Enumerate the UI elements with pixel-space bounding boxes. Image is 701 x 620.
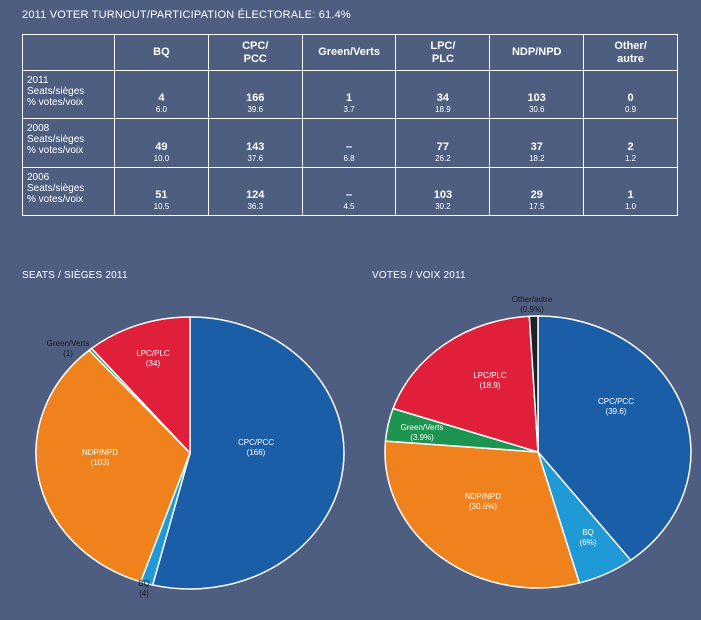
seats-value: 0 — [627, 92, 634, 105]
page-title: 2011 VOTER TURNOUT/PARTICIPATION ÉLECTOR… — [22, 9, 351, 21]
slice-value-lpc: (18.9) — [480, 381, 501, 390]
votes-value: 26.2 — [435, 153, 451, 163]
pie-slice-lpc — [392, 315, 539, 454]
cell-other: 0 0.9 — [583, 69, 678, 120]
seats-value: 143 — [246, 140, 265, 153]
cell-green: –6.8 — [301, 118, 397, 168]
seats-value: 103 — [433, 189, 453, 201]
seats-value: 2 — [627, 140, 634, 153]
votes-value: 4.5 — [343, 202, 355, 211]
slice-label-ndp: NDP/NPD — [465, 492, 501, 501]
cell-cpc: 166 39.6 — [207, 69, 303, 120]
votes-value: 10.5 — [153, 202, 170, 211]
cell-ndp: 103 30.6 — [489, 69, 585, 120]
pie-slice-cpc — [537, 315, 692, 562]
votes-value: 6.8 — [343, 153, 355, 163]
cell-bq: 51 10.5 — [114, 166, 209, 217]
slice-value-ndp: (103) — [91, 458, 110, 467]
slice-value-other: (0.9%) — [520, 305, 544, 314]
slice-label-bq: BQ — [138, 579, 150, 588]
slice-label-cpc: CPC/PCC — [238, 438, 274, 447]
votes-value: 18.2 — [528, 153, 545, 163]
header-cell-ndp: NDP/NPD — [489, 34, 585, 71]
seats-value: 1 — [627, 189, 634, 201]
slice-value-green: (3.9%) — [410, 433, 434, 442]
seats-value: – — [346, 140, 353, 153]
table-row: 2011 Seats/sièges % votes/voix 4 6.0 166 39.… — [22, 69, 678, 120]
votes-value: 3.7 — [343, 105, 355, 115]
cell-green: –4.5 — [301, 166, 397, 217]
votes-value: 39.6 — [247, 105, 264, 115]
seats-value: 37 — [530, 140, 543, 153]
seats-value: 77 — [436, 140, 450, 153]
header-cell-blank — [22, 34, 115, 71]
table-header-row: BQ CPC/ PCC Green/Verts LPC/ PLC NDP/NPD… — [22, 34, 678, 71]
votes-value: 1.0 — [625, 202, 637, 211]
table-row: 2008 Seats/sièges % votes/voix 49 10.0 143 3… — [22, 118, 678, 168]
slice-label-other: Other/autre — [512, 295, 553, 304]
votes-chart-title: VOTES / VOIX 2011 — [372, 270, 466, 281]
votes-value: 10.0 — [153, 153, 170, 163]
seats-chart-title: SEATS / SIÈGES 2011 — [22, 270, 128, 281]
votes-value: 36.3 — [247, 202, 264, 211]
seats-value: 49 — [155, 140, 168, 153]
pie-slice-cpc — [151, 316, 345, 590]
pie-slice-ndp — [35, 349, 191, 583]
votes-value: 18.9 — [435, 105, 451, 115]
seats-value: – — [346, 189, 353, 201]
seats-value: 4 — [158, 92, 165, 105]
slice-label-green: Green/Verts — [47, 339, 90, 348]
slice-value-ndp: (30.6%) — [469, 502, 497, 511]
slice-value-bq: (6%) — [580, 538, 597, 547]
header-cell-bq: BQ — [114, 34, 209, 71]
slice-label-ndp: NDP/NPD — [82, 448, 118, 457]
votes-value: 6.0 — [155, 105, 167, 115]
slice-value-cpc: (166) — [247, 448, 266, 457]
slice-label-cpc: CPC/PCC — [598, 397, 634, 406]
seats-value: 103 — [527, 92, 546, 105]
cell-ndp: 29 17.5 — [489, 166, 585, 217]
slice-label-lpc: LPC/PLC — [136, 349, 170, 358]
slice-label-bq: BQ — [582, 528, 594, 537]
cell-other: 1 1.0 — [583, 166, 678, 217]
header-cell-green: Green/Verts — [301, 34, 397, 71]
row-label: 2011 Seats/sièges % votes/voix — [22, 69, 115, 120]
cell-lpc: 34 18.9 — [395, 69, 491, 120]
votes-value: 30.6 — [528, 105, 545, 115]
slice-value-bq: (4) — [139, 589, 149, 598]
seats-value: 51 — [155, 189, 168, 201]
votes-value: 30.2 — [435, 202, 451, 211]
cell-cpc: 143 37.6 — [207, 118, 303, 168]
pie-slice-other — [528, 315, 539, 453]
cell-bq: 49 10.0 — [114, 118, 209, 168]
pie-slice-lpc — [90, 316, 191, 455]
votes-value: 1.2 — [625, 153, 637, 163]
slice-label-green: Green/Verts — [401, 423, 444, 432]
slice-value-green: (1) — [63, 349, 73, 358]
header-cell-lpc: LPC/ PLC — [395, 34, 491, 71]
seats-value: 124 — [246, 189, 265, 201]
header-cell-other: Other/ autre — [583, 34, 678, 71]
seats-value: 166 — [246, 92, 265, 105]
seats-value: 1 — [346, 92, 353, 105]
table-row: 2006 Seats/sièges % votes/voix 51 10.5 124 3… — [22, 166, 678, 217]
slice-label-lpc: LPC/PLC — [473, 371, 507, 380]
pie-slice-ndp — [384, 440, 581, 589]
slice-value-cpc: (39.6) — [606, 407, 627, 416]
slice-value-lpc: (34) — [146, 359, 161, 368]
seats-value: 29 — [530, 189, 543, 201]
row-label: 2006 Seats/sièges % votes/voix — [22, 166, 115, 217]
votes-value: 37.6 — [247, 153, 264, 163]
votes-value: 0.9 — [625, 105, 637, 115]
cell-cpc: 124 36.3 — [207, 166, 303, 217]
votes-value: 17.5 — [528, 202, 545, 211]
seats-value: 34 — [436, 92, 450, 105]
results-table: BQ CPC/ PCC Green/Verts LPC/ PLC NDP/NPD… — [22, 34, 678, 217]
